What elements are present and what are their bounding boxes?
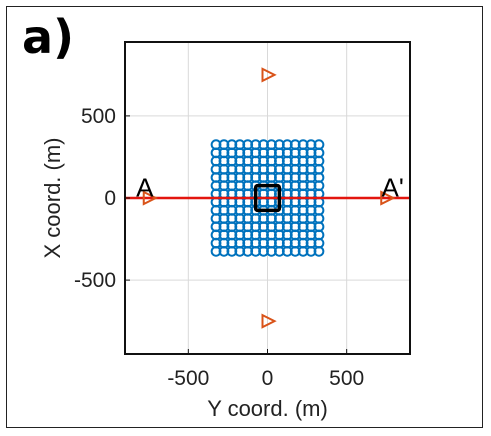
profile-end-label: A xyxy=(136,173,154,203)
receiver-marker xyxy=(261,67,277,83)
plot-border xyxy=(124,41,411,355)
receiver-marker xyxy=(142,190,158,206)
x-tick-label: 500 xyxy=(329,367,364,390)
square-layer xyxy=(253,183,282,213)
figure-frame xyxy=(6,6,483,428)
y-tick-label: -500 xyxy=(74,269,116,292)
y-tick-label: 500 xyxy=(81,105,116,128)
grid-point xyxy=(313,139,325,151)
receivers-layer xyxy=(142,67,396,329)
profile-end-label: A' xyxy=(382,173,404,203)
receiver-marker xyxy=(380,190,396,206)
center-square xyxy=(253,183,282,213)
panel-label: a) xyxy=(22,10,75,64)
tick-layer: -500 0 500 -500 0 500 xyxy=(74,105,364,390)
x-tick-label: -500 xyxy=(167,367,209,390)
grid-points-layer xyxy=(210,139,325,257)
y-tick-label: 0 xyxy=(104,187,116,210)
x-tick-label: 0 xyxy=(262,367,274,390)
x-axis-label: Y coord. (m) xyxy=(207,396,328,421)
y-axis-label: X coord. (m) xyxy=(40,137,65,258)
receiver-marker xyxy=(261,313,277,329)
annotation-layer: A A' xyxy=(136,173,404,203)
